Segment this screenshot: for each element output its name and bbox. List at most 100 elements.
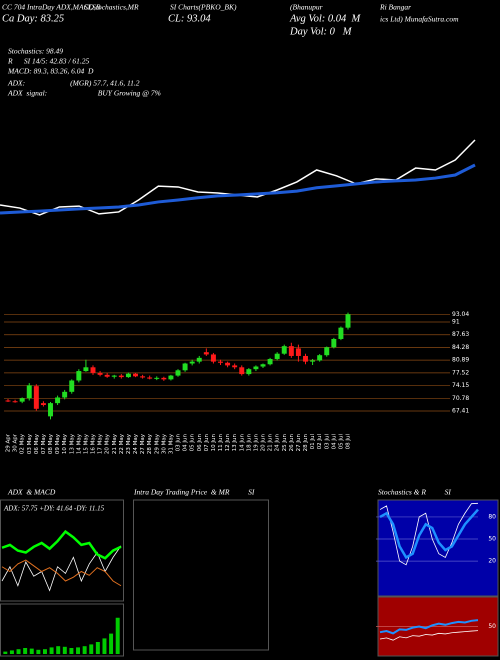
- header-text: ics Ltd) MunafaSutra.com: [380, 15, 459, 24]
- candle-body: [182, 363, 188, 371]
- y-tick-label: 93.04: [452, 311, 469, 318]
- x-tick-label: 04 Jul: [331, 434, 337, 450]
- header-text: (Bhanupur: [290, 3, 323, 12]
- x-tick-label: 29 Apr: [6, 433, 12, 452]
- candle-body: [19, 398, 25, 402]
- x-tick-label: 23 May: [126, 433, 132, 454]
- line-series: [379, 630, 479, 641]
- x-tick-label: 06 Jun: [197, 433, 203, 451]
- candle-body: [324, 347, 330, 356]
- panel-border: [0, 603, 124, 657]
- candle-body: [303, 355, 308, 362]
- panel-title: Intra Day Trading Price & MR SI: [133, 488, 255, 497]
- y-tick-label: 87.63: [452, 331, 469, 338]
- bar: [23, 648, 28, 654]
- bar: [82, 646, 87, 654]
- candle-body: [260, 364, 266, 367]
- x-tick-label: 20 Jun: [261, 433, 267, 451]
- header-text: ADX: (MGR) 57.7, 41.6, 11.2: [7, 79, 140, 88]
- x-tick-label: 27 Jun: [296, 433, 302, 451]
- bar: [49, 647, 54, 654]
- bar: [9, 650, 14, 654]
- bar: [29, 648, 34, 654]
- line-series: [1, 545, 122, 592]
- x-tick-label: 29 May: [154, 433, 160, 454]
- candle-body: [196, 357, 202, 362]
- x-tick-label: 22 May: [119, 433, 125, 454]
- y-tick-label: 74.15: [452, 382, 469, 389]
- x-tick-label: 19 Jun: [253, 433, 259, 451]
- candle-body: [111, 375, 117, 377]
- bar: [62, 646, 67, 654]
- x-tick-label: 13 May: [69, 433, 75, 454]
- candle-body: [55, 397, 61, 404]
- header-text: Ca Day: 83.25: [2, 13, 64, 24]
- candle-body: [26, 385, 32, 399]
- candle-body: [133, 373, 138, 377]
- x-tick-label: 13 Jun: [232, 433, 238, 451]
- x-tick-label: 24 Jun: [275, 433, 281, 451]
- candle-body: [345, 314, 351, 328]
- panel-border: [133, 499, 269, 651]
- candle-body: [62, 391, 68, 398]
- bar: [109, 633, 114, 654]
- x-tick-label: 16 May: [91, 433, 97, 454]
- x-tick-label: 26 Jun: [289, 433, 295, 451]
- x-tick-label: 31 May: [168, 433, 174, 454]
- x-tick-label: 02 Jul: [317, 434, 323, 450]
- x-tick-label: 08 Jul: [346, 434, 352, 450]
- y-tick-label: 84.28: [452, 344, 469, 351]
- bar: [36, 649, 41, 654]
- candle-body: [338, 327, 344, 339]
- bar: [102, 638, 107, 654]
- x-tick-label: 25 Jun: [282, 433, 288, 451]
- bar: [56, 646, 61, 654]
- candle-body: [69, 380, 75, 392]
- candle-body: [125, 373, 131, 378]
- candle-body: [161, 377, 167, 380]
- header-text: SI Charts(PBKO_BK): [170, 3, 237, 12]
- y-tick-label: 91: [452, 319, 460, 326]
- x-tick-label: 11 Jun: [218, 433, 224, 451]
- x-tick-label: 04 Jun: [183, 433, 189, 451]
- candle-body: [83, 367, 89, 372]
- bar: [3, 651, 8, 654]
- candle-body: [225, 362, 231, 366]
- x-tick-label: 10 Jun: [211, 433, 217, 451]
- candle-body: [76, 371, 82, 381]
- bar: [42, 649, 47, 654]
- y-tick-label: 50: [488, 536, 496, 543]
- candle-body: [118, 375, 124, 378]
- candle-body: [274, 353, 280, 359]
- x-tick-label: 30 Apr: [13, 433, 19, 452]
- x-tick-label: 17 May: [98, 433, 104, 454]
- panel-title: Stochastics & R SI: [378, 488, 451, 497]
- header-text: ADX signal: BUY Growing @ 7%: [7, 89, 161, 98]
- header-text: SI,Stochastics,MR: [84, 3, 139, 12]
- candle-body: [140, 376, 146, 378]
- x-tick-label: 15 May: [83, 433, 89, 454]
- panel-subtitle: ADX: 57.75 +DY: 41.64 -DY: 11.15: [3, 505, 105, 513]
- header-text: Day Vol: 0 M: [289, 26, 353, 37]
- x-tick-label: 07 Jun: [204, 433, 210, 451]
- candle-body: [218, 361, 223, 363]
- x-tick-label: 05 Jul: [338, 434, 344, 450]
- y-tick-label: 20: [488, 558, 496, 565]
- bar: [95, 642, 100, 654]
- candle-body: [5, 400, 11, 402]
- panel-title: ADX & MACD: [7, 488, 56, 497]
- candle-body: [175, 370, 181, 376]
- x-tick-label: 09 May: [55, 433, 61, 454]
- line-series: [379, 619, 479, 635]
- y-tick-label: 77.52: [452, 369, 469, 376]
- x-tick-label: 24 May: [133, 433, 139, 454]
- bar: [89, 644, 94, 654]
- candle-body: [246, 369, 252, 375]
- candle-body: [48, 403, 53, 417]
- header-text: CL: 93.04: [168, 13, 211, 24]
- x-tick-label: 21 May: [112, 433, 118, 454]
- line-series: [1, 529, 122, 560]
- bar: [115, 617, 120, 654]
- candle-body: [331, 338, 337, 348]
